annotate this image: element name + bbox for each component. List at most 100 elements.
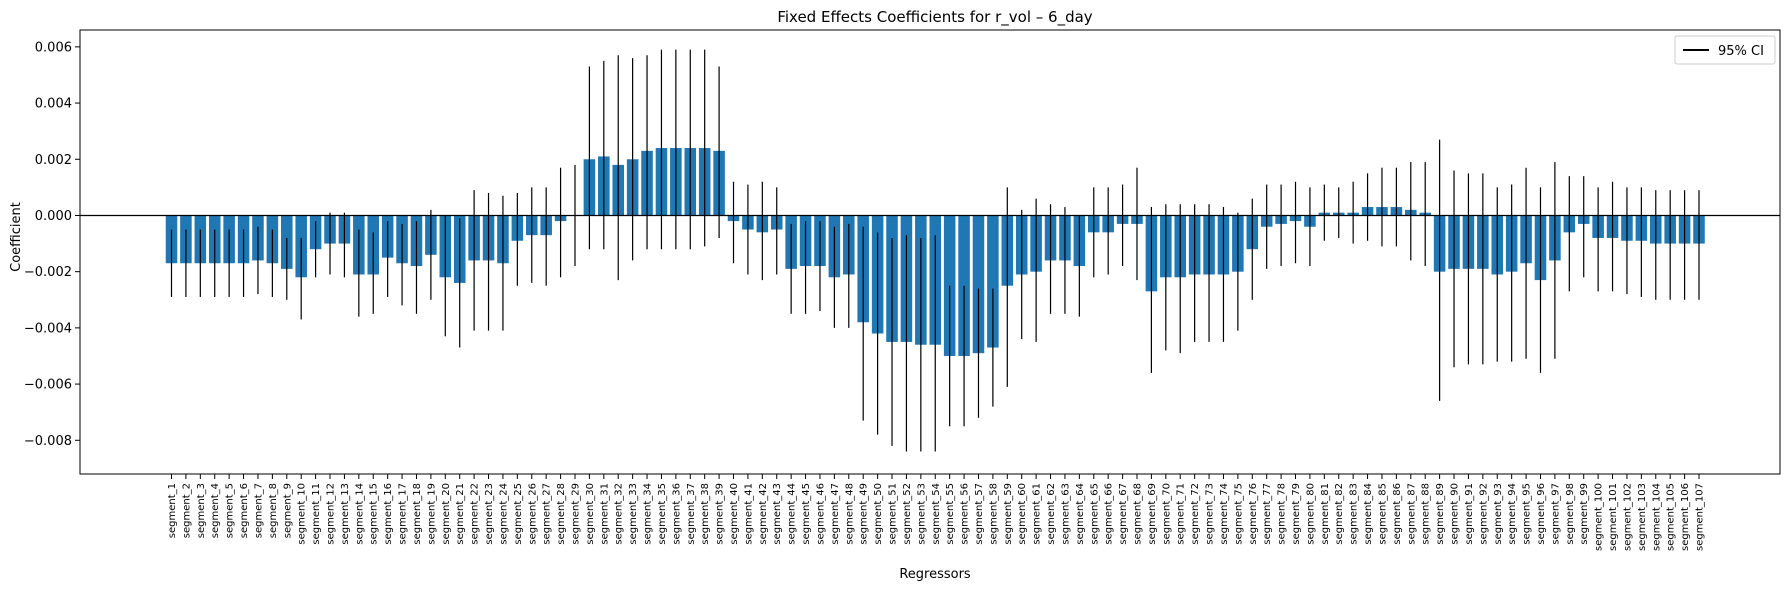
x-tick-label: segment_87 <box>1406 483 1417 545</box>
x-tick-label: segment_18 <box>412 483 423 545</box>
x-tick-label: segment_88 <box>1421 483 1432 545</box>
x-tick-label: segment_71 <box>1176 483 1187 545</box>
x-tick-label: segment_99 <box>1579 483 1590 545</box>
x-tick-label: segment_31 <box>599 483 610 545</box>
x-tick-label: segment_12 <box>326 483 337 545</box>
x-tick-label: segment_17 <box>398 483 409 545</box>
x-tick-label: segment_70 <box>1161 483 1172 545</box>
x-tick-label: segment_4 <box>210 483 221 538</box>
x-tick-label: segment_25 <box>513 483 524 545</box>
x-tick-label: segment_61 <box>1032 483 1043 545</box>
x-tick-label: segment_64 <box>1075 483 1086 545</box>
x-tick-label: segment_85 <box>1377 483 1388 545</box>
x-tick-label: segment_80 <box>1305 483 1316 545</box>
x-tick-label: segment_13 <box>340 483 351 545</box>
x-tick-label: segment_26 <box>527 483 538 545</box>
x-tick-label: segment_90 <box>1450 483 1461 545</box>
bar <box>958 215 970 356</box>
x-tick-label: segment_86 <box>1392 483 1403 545</box>
x-tick-label: segment_67 <box>1118 483 1129 545</box>
x-tick-label: segment_21 <box>455 483 466 545</box>
legend: 95% CI <box>1674 35 1776 65</box>
x-tick-label: segment_49 <box>859 483 870 545</box>
x-tick-label: segment_45 <box>801 483 812 545</box>
x-tick-label: segment_44 <box>787 483 798 545</box>
x-tick-label: segment_81 <box>1320 483 1331 545</box>
bar <box>943 215 956 356</box>
x-tick-label: segment_35 <box>657 483 668 545</box>
x-tick-label: segment_40 <box>729 483 740 545</box>
x-tick-label: segment_106 <box>1680 483 1691 551</box>
x-tick-label: segment_42 <box>758 483 769 545</box>
x-tick-label: segment_34 <box>643 483 654 545</box>
x-tick-label: segment_84 <box>1363 483 1374 545</box>
y-tick-label: −0.008 <box>24 434 72 449</box>
x-tick-label: segment_38 <box>700 483 711 545</box>
y-tick-label: −0.004 <box>24 321 72 336</box>
x-tick-label: segment_57 <box>974 483 985 545</box>
x-tick-label: segment_23 <box>484 483 495 545</box>
x-tick-label: segment_75 <box>1233 483 1244 545</box>
x-tick-label: segment_14 <box>354 483 365 545</box>
x-tick-label: segment_98 <box>1565 483 1576 545</box>
x-tick-label: segment_29 <box>570 483 581 545</box>
x-tick-label: segment_68 <box>1132 483 1143 545</box>
x-tick-label: segment_24 <box>498 483 509 545</box>
x-tick-label: segment_73 <box>1205 483 1216 545</box>
x-tick-label: segment_76 <box>1248 483 1259 545</box>
y-tick-label: −0.002 <box>24 265 72 280</box>
x-tick-label: segment_82 <box>1334 483 1345 545</box>
x-tick-label: segment_56 <box>960 483 971 545</box>
x-tick-label: segment_103 <box>1637 483 1648 551</box>
y-tick-label: −0.006 <box>24 378 72 393</box>
x-tick-label: segment_72 <box>1190 483 1201 545</box>
x-tick-label: segment_60 <box>1017 483 1028 545</box>
x-tick-label: segment_62 <box>1046 483 1057 545</box>
x-tick-label: segment_50 <box>873 483 884 545</box>
y-tick-label: 0.006 <box>35 40 72 55</box>
x-tick-label: segment_15 <box>369 483 380 545</box>
x-tick-label: segment_59 <box>1003 483 1014 545</box>
x-tick-label: segment_22 <box>470 483 481 545</box>
bar <box>987 215 999 348</box>
x-tick-label: segment_96 <box>1536 483 1547 545</box>
x-tick-label: segment_79 <box>1291 483 1302 545</box>
legend-ci-label: 95% CI <box>1718 44 1764 59</box>
x-tick-label: segment_74 <box>1219 483 1230 545</box>
x-tick-label: segment_33 <box>628 483 639 545</box>
chart-title: Fixed Effects Coefficients for r_vol – 6… <box>777 8 1092 27</box>
x-tick-label: segment_3 <box>196 483 207 538</box>
x-tick-label: segment_95 <box>1522 483 1533 545</box>
x-tick-label: segment_105 <box>1666 483 1677 551</box>
x-tick-label: segment_7 <box>253 483 264 538</box>
x-tick-label: segment_52 <box>902 483 913 545</box>
x-tick-label: segment_91 <box>1464 483 1475 545</box>
x-tick-label: segment_58 <box>988 483 999 545</box>
plot-area: −0.008 −0.006 −0.004 −0.002 0.000 0.002 0.004 0… <box>24 29 1781 551</box>
x-tick-label: segment_51 <box>888 483 899 545</box>
x-tick-label: segment_48 <box>844 483 855 545</box>
x-tick-label: segment_55 <box>945 483 956 545</box>
x-tick-label: segment_47 <box>830 483 841 545</box>
x-tick-label: segment_69 <box>1147 483 1158 545</box>
x-tick-label: segment_92 <box>1478 483 1489 545</box>
x-tick-label: segment_104 <box>1651 483 1662 551</box>
x-tick-label: segment_46 <box>815 483 826 545</box>
legend-box <box>1674 35 1776 65</box>
y-tick-label: 0.004 <box>35 97 72 112</box>
y-tick-label: 0.000 <box>35 209 72 224</box>
x-tick-label: segment_83 <box>1349 483 1360 545</box>
x-tick-label: segment_5 <box>225 483 236 538</box>
x-tick-label: segment_77 <box>1262 483 1273 545</box>
x-tick-label: segment_16 <box>383 483 394 545</box>
x-tick-label: segment_11 <box>311 483 322 545</box>
x-tick-label: segment_100 <box>1594 483 1605 551</box>
x-tick-label: segment_20 <box>441 483 452 545</box>
x-tick-label: segment_101 <box>1608 483 1619 551</box>
x-tick-label: segment_28 <box>556 483 567 545</box>
x-tick-label: segment_27 <box>542 483 553 545</box>
x-tick-label: segment_36 <box>671 483 682 545</box>
x-tick-label: segment_97 <box>1550 483 1561 545</box>
